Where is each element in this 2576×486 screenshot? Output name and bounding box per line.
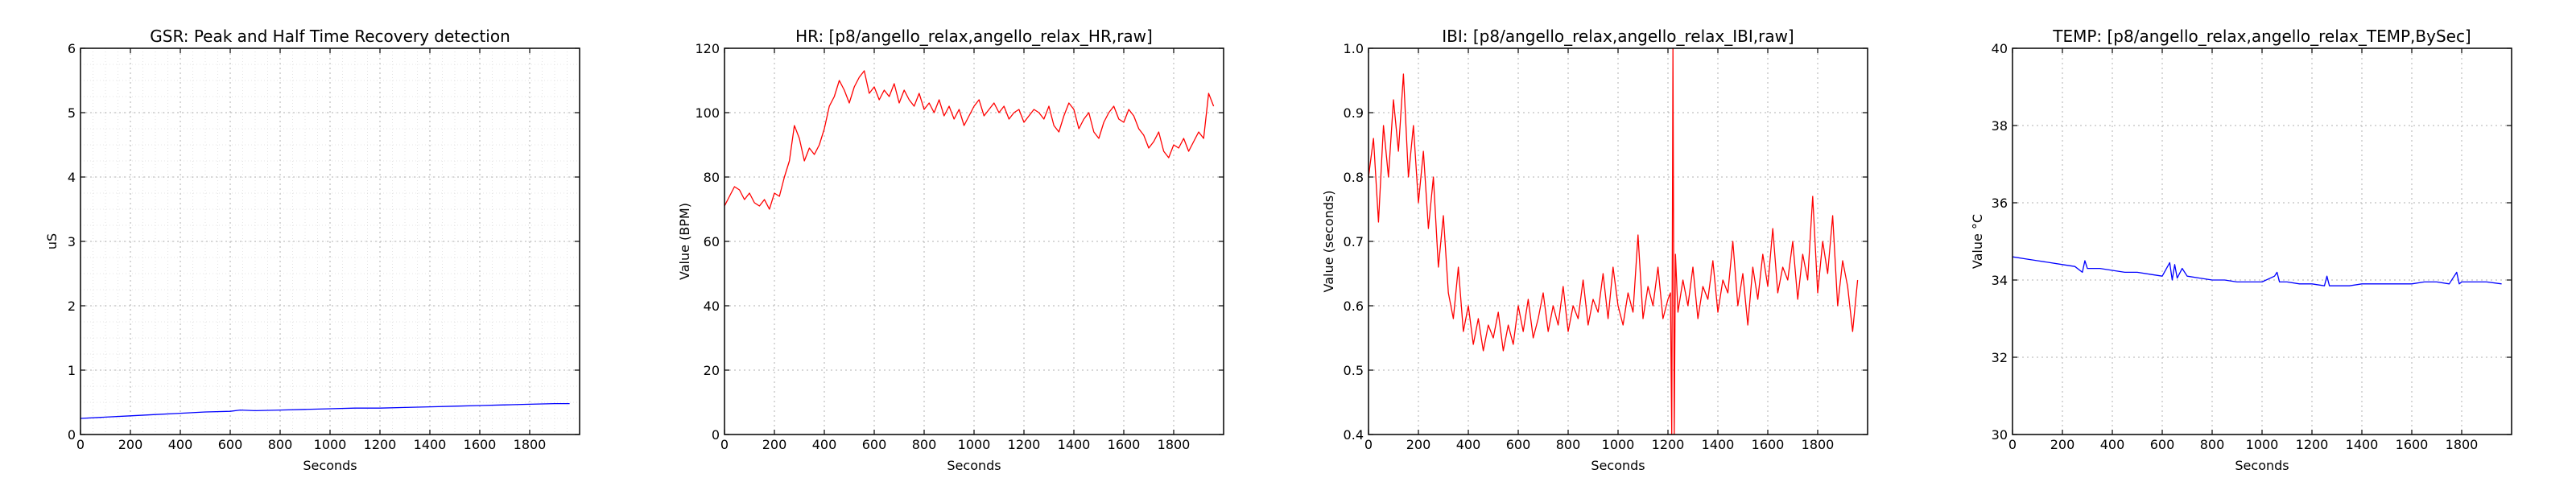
chart-title: HR: [p8/angello_relax,angello_relax_HR,r… — [795, 27, 1153, 46]
chart-title: GSR: Peak and Half Time Recovery detecti… — [150, 27, 510, 46]
x-tick-label: 200 — [762, 437, 787, 452]
x-tick-label: 1600 — [1752, 437, 1785, 452]
y-tick-label: 36 — [1992, 196, 2008, 211]
x-tick-label: 1800 — [514, 437, 547, 452]
y-tick-label: 2 — [68, 299, 76, 314]
y-tick-label: 6 — [68, 41, 76, 56]
x-tick-label: 1000 — [958, 437, 991, 452]
x-tick-label: 1800 — [1158, 437, 1191, 452]
x-tick-label: 800 — [2200, 437, 2225, 452]
gsr-chart-panel: GSR: Peak and Half Time Recovery detecti… — [44, 27, 580, 473]
x-tick-label: 1000 — [2246, 437, 2279, 452]
x-tick-label: 800 — [268, 437, 293, 452]
y-tick-label: 0.8 — [1344, 170, 1364, 185]
x-tick-label: 200 — [2050, 437, 2075, 452]
chart-title: TEMP: [p8/angello_relax,angello_relax_TE… — [2052, 27, 2471, 46]
y-axis-label: Value (BPM) — [677, 203, 692, 280]
x-axis-label: Seconds — [947, 458, 1001, 473]
y-tick-label: 40 — [704, 299, 720, 314]
series-line — [1368, 47, 1859, 435]
y-tick-label: 120 — [695, 41, 720, 56]
x-tick-label: 600 — [218, 437, 243, 452]
hr-chart-panel: HR: [p8/angello_relax,angello_relax_HR,r… — [677, 27, 1224, 473]
x-tick-label: 1000 — [1602, 437, 1635, 452]
x-tick-label: 1600 — [1108, 437, 1141, 452]
x-axis-label: Seconds — [1591, 458, 1645, 473]
plot-frame — [724, 47, 1224, 435]
y-tick-label: 1.0 — [1344, 41, 1364, 56]
ibi-chart-panel: IBI: [p8/angello_relax,angello_relax_IBI… — [1321, 27, 1868, 473]
y-axis-label: Value °C — [1970, 214, 1985, 269]
x-tick-label: 600 — [1506, 437, 1531, 452]
x-tick-label: 1200 — [364, 437, 397, 452]
x-axis-label: Seconds — [2235, 458, 2289, 473]
y-tick-label: 20 — [704, 363, 720, 378]
x-tick-label: 1800 — [2446, 437, 2479, 452]
x-tick-label: 1200 — [1652, 437, 1685, 452]
y-tick-label: 40 — [1992, 41, 2008, 56]
y-tick-label: 100 — [695, 105, 720, 121]
y-tick-label: 0.5 — [1344, 363, 1364, 378]
y-tick-label: 0 — [68, 427, 76, 443]
y-tick-label: 1 — [68, 363, 76, 378]
series-line — [80, 402, 570, 419]
x-tick-label: 800 — [912, 437, 937, 452]
y-tick-label: 32 — [1992, 350, 2008, 365]
y-tick-label: 3 — [68, 234, 76, 249]
plot-frame — [2012, 47, 2512, 435]
y-tick-label: 0.4 — [1344, 427, 1364, 443]
series-line — [2012, 256, 2502, 286]
y-tick-label: 0.6 — [1344, 299, 1364, 314]
x-tick-label: 800 — [1556, 437, 1581, 452]
y-tick-label: 0.7 — [1344, 234, 1364, 249]
x-tick-label: 600 — [2150, 437, 2175, 452]
x-tick-label: 1400 — [2346, 437, 2379, 452]
x-tick-label: 1400 — [414, 437, 447, 452]
plot-frame — [80, 47, 580, 435]
x-tick-label: 1600 — [464, 437, 497, 452]
x-tick-label: 1400 — [1058, 437, 1091, 452]
x-tick-label: 400 — [2100, 437, 2125, 452]
x-tick-label: 1400 — [1702, 437, 1735, 452]
x-tick-label: 1600 — [2396, 437, 2429, 452]
y-tick-label: 38 — [1992, 118, 2008, 134]
x-tick-label: 1000 — [314, 437, 347, 452]
x-tick-label: 0 — [76, 437, 85, 452]
series-line — [724, 70, 1215, 210]
x-tick-label: 1800 — [1802, 437, 1835, 452]
temp-chart-panel: TEMP: [p8/angello_relax,angello_relax_TE… — [1970, 27, 2512, 473]
x-tick-label: 200 — [118, 437, 143, 452]
y-tick-label: 5 — [68, 105, 76, 121]
x-axis-label: Seconds — [303, 458, 357, 473]
y-tick-label: 0 — [712, 427, 720, 443]
x-tick-label: 1200 — [2296, 437, 2329, 452]
y-tick-label: 4 — [68, 170, 76, 185]
y-tick-label: 30 — [1992, 427, 2008, 443]
y-tick-label: 80 — [704, 170, 720, 185]
x-tick-label: 400 — [1456, 437, 1481, 452]
y-axis-label: Value (seconds) — [1321, 191, 1336, 293]
x-tick-label: 0 — [2008, 437, 2017, 452]
x-tick-label: 400 — [168, 437, 193, 452]
x-tick-label: 400 — [812, 437, 837, 452]
chart-title: IBI: [p8/angello_relax,angello_relax_IBI… — [1442, 27, 1794, 46]
x-tick-label: 200 — [1406, 437, 1431, 452]
y-axis-label: uS — [44, 233, 60, 249]
x-tick-label: 600 — [862, 437, 887, 452]
y-tick-label: 34 — [1992, 273, 2008, 288]
x-tick-label: 0 — [720, 437, 729, 452]
y-tick-label: 60 — [704, 234, 720, 249]
x-tick-label: 1200 — [1008, 437, 1041, 452]
plot-frame — [1368, 47, 1868, 435]
x-tick-label: 0 — [1364, 437, 1373, 452]
y-tick-label: 0.9 — [1344, 105, 1364, 121]
